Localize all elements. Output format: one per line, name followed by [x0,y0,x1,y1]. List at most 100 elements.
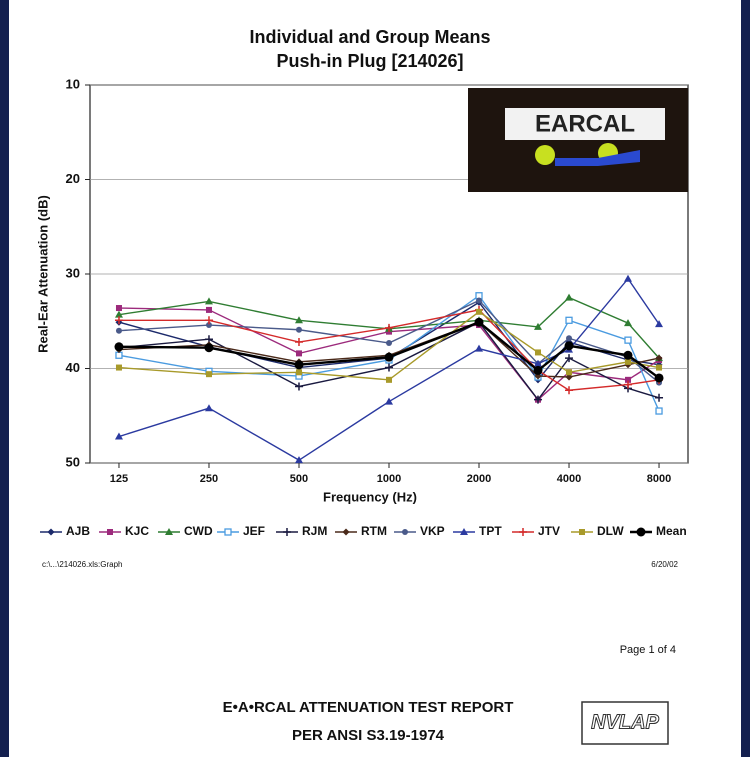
marker [115,327,122,334]
marker [534,349,541,356]
marker [624,336,632,344]
marker [533,322,542,330]
y-tick-label: 40 [66,360,80,375]
marker [114,342,124,352]
marker [476,308,483,315]
marker [533,395,542,404]
marker [205,371,212,378]
legend-label: TPT [479,524,502,538]
legend-label: RTM [361,524,387,538]
legend-label: Mean [656,524,687,538]
marker [385,323,393,332]
legend-label: RJM [302,524,327,538]
x-tick-label: 125 [110,473,128,485]
marker [47,528,55,536]
y-tick-label: 20 [66,171,80,186]
legend-label: AJB [66,524,90,538]
marker [565,354,574,363]
marker [114,316,123,325]
date: 6/20/02 [651,560,678,569]
marker [294,382,303,391]
marker [460,528,468,535]
marker [519,528,527,536]
marker [295,350,302,357]
marker [565,386,574,395]
marker [204,297,213,305]
marker [656,364,663,371]
marker [295,369,302,376]
marker [115,351,123,359]
marker [294,316,303,324]
marker [384,352,394,362]
marker [342,528,350,536]
marker [386,339,392,346]
legend-label: JTV [538,524,560,538]
chart-subtitle: Push-in Plug [214026] [276,51,463,71]
marker [565,293,574,301]
x-tick-label: 1000 [377,473,401,485]
report-standard: PER ANSI S3.19-1974 [292,727,445,744]
marker [283,528,291,536]
marker [165,528,173,535]
marker [385,397,393,405]
marker [624,319,633,327]
marker [294,456,303,464]
logo-box [581,701,669,745]
marker [386,376,392,383]
marker [205,306,212,313]
marker [625,358,632,365]
marker [565,316,573,324]
report-title: E•A•RCAL ATTENUATION TEST REPORT [223,699,514,716]
legend: AJB KJC CWD JEF RJM RTM VKP TPT JTV DLW Mean [40,524,687,538]
photo-label: EARCAL [535,110,635,137]
marker [533,365,543,375]
marker [205,322,212,329]
marker [295,326,302,333]
marker [474,317,484,327]
marker [655,320,664,328]
chart-title: Individual and Group Means [249,27,490,47]
legend-label: CWD [184,524,213,538]
y-tick-label: 10 [66,76,80,91]
marker [114,432,123,440]
file-path: c:\...\214026.xls:Graph [42,560,123,569]
page-number: Page 1 of 4 [620,644,676,656]
marker [294,338,303,347]
marker [204,316,213,325]
marker [624,274,633,282]
marker [564,341,574,351]
x-axis-label: Frequency (Hz) [323,489,417,504]
marker [402,529,408,535]
y-axis-label: Real-Ear Attenuation (dB) [35,195,50,353]
legend-label: DLW [597,524,624,538]
plot-area: 10 20 30 40 50 125 250 500 1000 2000 4000 8000 [66,76,689,485]
marker [533,359,542,367]
marker [654,373,664,383]
marker [624,380,633,389]
marker [475,344,484,352]
x-tick-label: 500 [290,473,308,485]
marker [115,305,122,312]
legend-label: JEF [243,524,265,538]
marker [636,527,646,537]
x-tick-label: 8000 [647,473,671,485]
legend-label: KJC [125,524,149,538]
photo-stem [555,150,640,166]
marker [655,393,664,402]
y-tick-label: 30 [66,265,80,280]
marker [566,335,573,342]
x-tick-label: 250 [200,473,218,485]
y-tick-label: 50 [66,454,80,469]
marker [294,360,304,370]
logo: NVLAP [591,711,659,733]
legend-label: VKP [420,524,445,538]
marker [655,354,663,362]
marker [579,529,585,535]
marker [224,528,232,536]
marker [204,404,213,412]
x-tick-label: 4000 [557,473,581,485]
marker [623,350,633,360]
marker [114,310,123,318]
marker [655,407,663,415]
